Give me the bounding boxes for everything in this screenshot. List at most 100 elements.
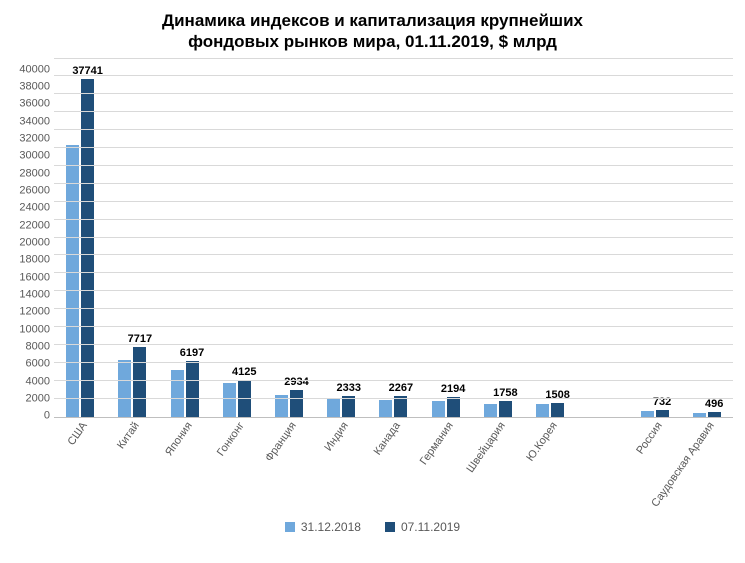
y-axis: 40000 38000 36000 34000 32000 30000 28000 26000… bbox=[12, 59, 54, 417]
y-tick: 6000 bbox=[26, 359, 50, 370]
bar: 2267 bbox=[394, 396, 407, 416]
chart-title: Динамика индексов и капитализация крупне… bbox=[12, 10, 733, 53]
bar bbox=[275, 395, 288, 416]
gridline bbox=[54, 93, 733, 94]
y-tick: 34000 bbox=[19, 116, 50, 127]
x-axis-label: Германия bbox=[417, 420, 455, 467]
chart-title-line-2: фондовых рынков мира, 01.11.2019, $ млрд bbox=[12, 31, 733, 52]
gridline bbox=[54, 290, 733, 291]
y-tick: 14000 bbox=[19, 289, 50, 300]
bar-value-label: 496 bbox=[705, 398, 723, 410]
y-tick: 28000 bbox=[19, 168, 50, 179]
y-tick: 12000 bbox=[19, 307, 50, 318]
x-label-slot: США bbox=[54, 418, 106, 508]
bar bbox=[484, 404, 497, 417]
bar: 2333 bbox=[342, 396, 355, 417]
x-label-slot: Ю.Корея bbox=[524, 418, 576, 508]
y-tick: 36000 bbox=[19, 99, 50, 110]
bar-value-label: 2267 bbox=[389, 382, 413, 394]
x-axis-label: Франция bbox=[263, 420, 299, 464]
x-axis-label: Россия bbox=[634, 420, 665, 456]
gridline bbox=[54, 362, 733, 363]
x-label-slot: Саудовская Аравия bbox=[681, 418, 733, 508]
x-label-slot: Китай bbox=[106, 418, 158, 508]
chart-title-line-1: Динамика индексов и капитализация крупне… bbox=[12, 10, 733, 31]
x-axis: США Китай Япония Гонконг Франция Индия Канада Г… bbox=[54, 418, 733, 508]
bar bbox=[223, 383, 236, 417]
gridline bbox=[54, 147, 733, 148]
bar: 6197 bbox=[186, 361, 199, 416]
bar-value-label: 2333 bbox=[336, 382, 360, 394]
bar bbox=[327, 398, 340, 416]
bar bbox=[379, 400, 392, 417]
bar bbox=[536, 404, 549, 417]
x-axis-label: Канада bbox=[372, 420, 403, 457]
y-tick: 24000 bbox=[19, 203, 50, 214]
gridline bbox=[54, 380, 733, 381]
bar-value-label: 6197 bbox=[180, 347, 204, 359]
y-tick: 38000 bbox=[19, 81, 50, 92]
x-axis-label: Индия bbox=[323, 420, 351, 454]
plot-wrap: 40000 38000 36000 34000 32000 30000 28000 26000… bbox=[12, 59, 733, 418]
bar-value-label: 1508 bbox=[545, 389, 569, 401]
y-tick: 30000 bbox=[19, 151, 50, 162]
gridline bbox=[54, 165, 733, 166]
y-tick: 32000 bbox=[19, 133, 50, 144]
chart-container: Динамика индексов и капитализация крупне… bbox=[0, 0, 745, 563]
gridline bbox=[54, 254, 733, 255]
bar: 1758 bbox=[499, 401, 512, 417]
legend-label: 31.12.2018 bbox=[301, 520, 361, 534]
y-tick: 0 bbox=[44, 411, 50, 422]
y-tick: 26000 bbox=[19, 185, 50, 196]
x-label-slot: Индия bbox=[315, 418, 367, 508]
y-tick: 22000 bbox=[19, 220, 50, 231]
legend-swatch bbox=[385, 522, 395, 532]
y-tick: 8000 bbox=[26, 342, 50, 353]
x-label-slot: Канада bbox=[367, 418, 419, 508]
bar: 2194 bbox=[447, 397, 460, 417]
x-axis-label: Гонконг bbox=[215, 420, 247, 458]
bar-value-label: 4125 bbox=[232, 366, 256, 378]
y-tick: 2000 bbox=[26, 394, 50, 405]
legend-swatch bbox=[285, 522, 295, 532]
x-label-slot: Гонконг bbox=[211, 418, 263, 508]
gridline bbox=[54, 344, 733, 345]
bar-value-label: 2194 bbox=[441, 383, 465, 395]
bar-value-label: 2934 bbox=[284, 376, 308, 388]
gridline bbox=[54, 326, 733, 327]
y-tick: 20000 bbox=[19, 237, 50, 248]
y-tick: 40000 bbox=[19, 64, 50, 75]
legend-item: 31.12.2018 bbox=[285, 520, 361, 534]
gridline bbox=[54, 237, 733, 238]
bar bbox=[171, 370, 184, 417]
x-label-slot: Франция bbox=[263, 418, 315, 508]
y-tick: 10000 bbox=[19, 324, 50, 335]
x-label-slot: Германия bbox=[420, 418, 472, 508]
gridline bbox=[54, 219, 733, 220]
bar: 2934 bbox=[290, 390, 303, 416]
y-tick: 4000 bbox=[26, 376, 50, 387]
gridline bbox=[54, 183, 733, 184]
gridline bbox=[54, 272, 733, 273]
x-axis-label: Китай bbox=[115, 420, 142, 451]
legend-item: 07.11.2019 bbox=[385, 520, 460, 534]
bar: 7717 bbox=[133, 347, 146, 416]
gridline bbox=[54, 129, 733, 130]
y-tick: 18000 bbox=[19, 255, 50, 266]
bar bbox=[118, 360, 131, 416]
gridline bbox=[54, 398, 733, 399]
x-gap bbox=[576, 418, 628, 508]
gridline bbox=[54, 201, 733, 202]
bar bbox=[693, 413, 706, 417]
bar bbox=[432, 401, 445, 417]
gridline bbox=[54, 75, 733, 76]
x-axis-label: Япония bbox=[163, 420, 195, 458]
gridline bbox=[54, 58, 733, 59]
bar: 732 bbox=[656, 410, 669, 417]
legend: 31.12.2018 07.11.2019 bbox=[12, 520, 733, 534]
x-axis-label: США bbox=[66, 420, 90, 448]
plot-area: 3774177176197412529342333226721941758150… bbox=[54, 59, 733, 418]
bar: 496 bbox=[708, 412, 721, 416]
gridline bbox=[54, 111, 733, 112]
legend-label: 07.11.2019 bbox=[401, 520, 460, 534]
